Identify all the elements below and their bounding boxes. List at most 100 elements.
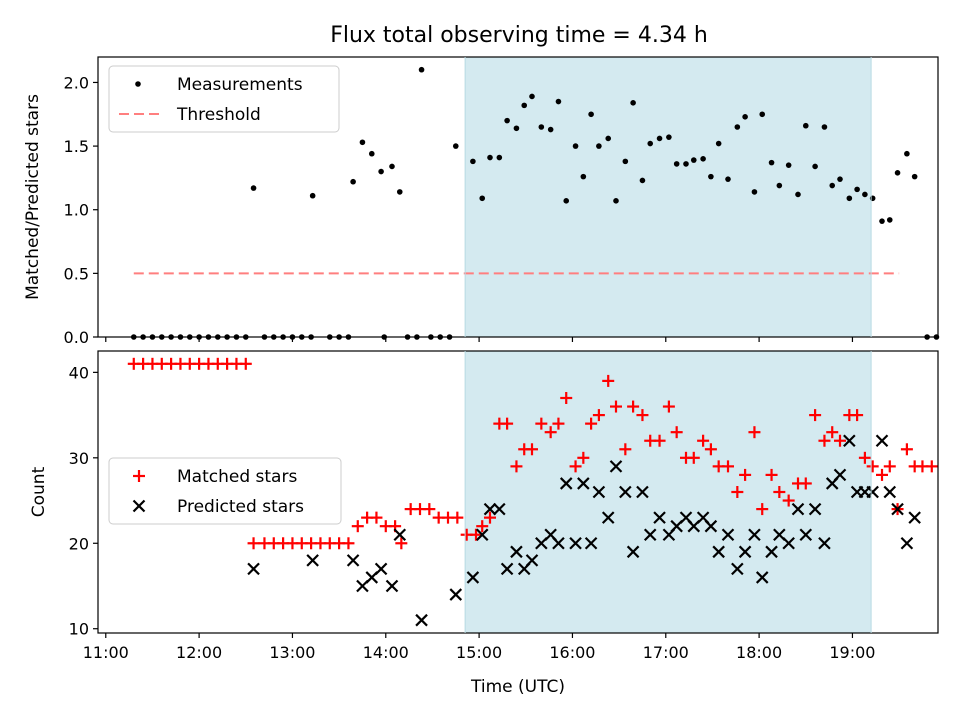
predicted-cross-b: [799, 528, 813, 542]
measurement-point: [479, 195, 486, 202]
bottom-marks: [127, 357, 938, 627]
measurement-point: [538, 124, 545, 130]
x-tick-label: 19:00: [829, 643, 875, 662]
predicted-cross-b: [643, 528, 657, 542]
bottom-observing-window-shading: [465, 351, 872, 633]
measurement-point: [547, 126, 554, 133]
measurement-point: [886, 217, 893, 223]
matched-star-point: [826, 426, 839, 439]
predicted-star-point: [833, 468, 847, 482]
predicted-cross-b: [393, 528, 407, 542]
matched-star-point: [133, 470, 145, 482]
matched-star-point: [619, 443, 632, 456]
matched-star-point: [484, 511, 496, 524]
predicted-cross-b: [577, 477, 590, 490]
measurement-point: [785, 162, 792, 168]
matched-star-point: [627, 400, 640, 413]
predicted-star-point: [510, 545, 523, 559]
predicted-cross-b: [883, 485, 897, 499]
matched-star-point: [866, 460, 879, 473]
predicted-cross-b: [132, 499, 146, 513]
measurement-point: [630, 100, 636, 106]
top-observing-window-shading: [465, 57, 872, 337]
predicted-star-point: [891, 502, 904, 516]
predicted-cross-b: [833, 468, 847, 482]
predicted-cross-b: [765, 545, 778, 559]
measurement-point: [563, 198, 570, 204]
measurement-point: [639, 177, 646, 184]
y-tick-label: 20: [69, 534, 89, 553]
predicted-star-point: [808, 502, 822, 516]
measurement-point: [418, 66, 425, 73]
matched-star-point: [704, 443, 717, 456]
x-tick-label: 13:00: [269, 643, 315, 662]
measurement-point: [751, 189, 758, 195]
y-tick-label: 2.0: [64, 73, 89, 92]
matched-star-point: [765, 468, 778, 481]
predicted-star-point: [475, 528, 489, 542]
predicted-cross-b: [475, 528, 489, 542]
predicted-cross-b: [866, 485, 879, 499]
top-legend: Measurements Threshold: [108, 65, 340, 133]
predicted-star-point: [748, 528, 761, 542]
predicted-star-point: [559, 477, 573, 490]
predicted-star-point: [500, 562, 514, 576]
predicted-star-point: [738, 545, 752, 559]
predicted-star-point: [525, 554, 539, 567]
predicted-cross-b: [346, 554, 360, 567]
y-tick-label: 1.0: [64, 201, 89, 220]
predicted-cross-b: [908, 511, 921, 524]
x-tick-label: 15:00: [456, 643, 502, 662]
matched-star-point: [799, 477, 812, 490]
x-tick-label: 17:00: [643, 643, 689, 662]
matched-star-point: [610, 400, 622, 413]
matched-star-point: [585, 417, 598, 430]
predicted-star-point: [626, 545, 640, 559]
measurement-point: [894, 170, 901, 176]
predicted-star-point: [584, 536, 598, 550]
measurement-point: [521, 102, 528, 109]
predicted-star-point: [843, 434, 856, 448]
measurement-point: [690, 157, 697, 163]
matched-star-point: [569, 460, 582, 473]
predicted-star-point: [577, 477, 590, 490]
top-marks: [130, 66, 940, 340]
measurement-point: [572, 143, 579, 149]
matched-star-point: [510, 460, 523, 473]
matched-star-point: [239, 357, 252, 370]
measurement-point: [742, 114, 748, 120]
measurement-point: [776, 182, 783, 189]
matched-star-point: [653, 434, 666, 447]
predicted-cross-b: [782, 536, 795, 550]
predicted-cross-b: [891, 502, 904, 516]
predicted-cross-b: [843, 434, 856, 448]
predicted-cross-b: [601, 511, 615, 524]
bottom-panel: 10 20 30 40 11:00 12:00 13:00 14:00 15:00 16:00 17…: [29, 350, 939, 697]
predicted-cross-b: [374, 562, 388, 576]
top-panel: 0.00.51.01.52.0 Matched/Predicted stars …: [23, 56, 940, 347]
measurement-point: [666, 134, 672, 140]
legend-measurements-marker: [135, 81, 141, 87]
y-tick-label: 1.5: [64, 137, 89, 156]
matched-star-point: [342, 537, 355, 550]
measurement-point: [513, 125, 520, 132]
predicted-star-point: [704, 519, 718, 533]
matched-star-point: [602, 374, 615, 387]
x-tick-label: 18:00: [736, 643, 782, 662]
predicted-cross-b: [449, 588, 463, 601]
plot-frame: [97, 350, 939, 634]
predicted-star-point: [883, 485, 897, 499]
predicted-cross-b: [696, 511, 710, 524]
predicted-star-point: [493, 502, 506, 516]
matched-star-point: [370, 511, 383, 524]
bottom-axes: 10 20 30 40 11:00 12:00 13:00 14:00 15:00 16:00 17…: [69, 350, 939, 662]
predicted-cross-b: [738, 545, 752, 559]
predicted-cross-b: [544, 528, 557, 542]
predicted-cross-b: [773, 528, 786, 542]
predicted-star-point: [601, 511, 615, 524]
predicted-star-point: [791, 502, 805, 516]
measurement-point: [837, 176, 843, 182]
measurement-point: [821, 124, 828, 130]
predicted-star-point: [132, 499, 146, 513]
measurement-point: [768, 159, 775, 166]
